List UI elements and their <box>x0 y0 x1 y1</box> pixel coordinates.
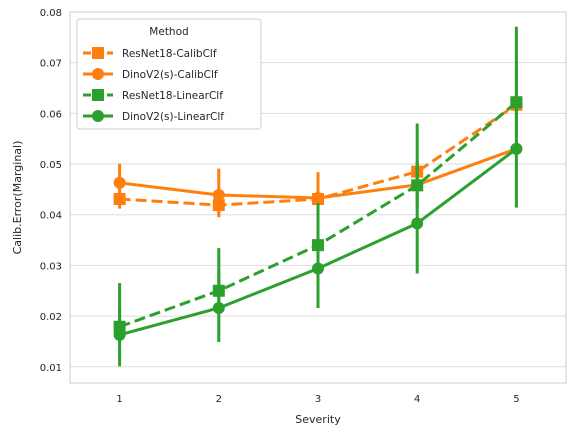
y-tick-label: 0.06 <box>40 109 62 120</box>
y-tick-label: 0.01 <box>40 363 62 374</box>
y-tick-label: 0.03 <box>40 261 62 272</box>
legend-frame <box>76 18 262 130</box>
legend-title: Method <box>149 26 188 38</box>
x-tick-label: 2 <box>216 394 222 405</box>
legend-marker <box>92 47 104 59</box>
series-dinov2-s-linearclf <box>113 26 523 367</box>
legend-label: DinoV2(s)-LinearClf <box>122 111 224 123</box>
legend-label: ResNet18-LinearClf <box>122 90 223 102</box>
legend-item: ResNet18-CalibClf <box>83 47 217 60</box>
y-tick-label: 0.07 <box>40 59 62 70</box>
legend-marker <box>92 110 104 122</box>
plot-frame <box>69 11 567 384</box>
legend-label: DinoV2(s)-CalibClf <box>122 69 218 81</box>
legend-item: DinoV2(s)-CalibClf <box>83 68 218 81</box>
legend-item: DinoV2(s)-LinearClf <box>83 110 224 123</box>
legend-label: ResNet18-CalibClf <box>122 48 217 60</box>
legend-marker <box>92 89 104 101</box>
legend-items: ResNet18-CalibClf DinoV2(s)-CalibClf ResNe… <box>83 47 224 123</box>
data-point <box>312 262 324 275</box>
legend: Method ResNet18-CalibClf DinoV2(s)-CalibC… <box>76 18 262 130</box>
y-tick-label: 0.02 <box>40 312 62 323</box>
data-point <box>510 142 523 155</box>
data-point <box>212 188 225 201</box>
legend-marker <box>92 68 104 80</box>
x-axis-label: Severity <box>295 413 341 426</box>
x-tick-label: 3 <box>315 394 321 405</box>
data-point <box>113 328 126 341</box>
data-point <box>113 176 126 189</box>
data-point <box>212 301 225 314</box>
x-tick-label: 4 <box>414 394 420 405</box>
tick-labels: 0.01 0.02 0.03 0.04 0.05 0.06 0.07 0.08 1 2 3 4 5 <box>40 8 520 405</box>
y-tick-label: 0.08 <box>40 8 62 19</box>
y-axis-label: Calib.Error(Marginal) <box>11 141 24 255</box>
x-tick-label: 5 <box>513 394 519 405</box>
data-point <box>312 192 324 205</box>
y-tick-label: 0.04 <box>40 211 62 222</box>
x-tick-label: 1 <box>116 394 122 405</box>
legend-item: ResNet18-LinearClf <box>83 89 223 102</box>
data-point <box>411 217 424 230</box>
y-tick-label: 0.05 <box>40 160 62 171</box>
series-layer <box>113 26 523 367</box>
